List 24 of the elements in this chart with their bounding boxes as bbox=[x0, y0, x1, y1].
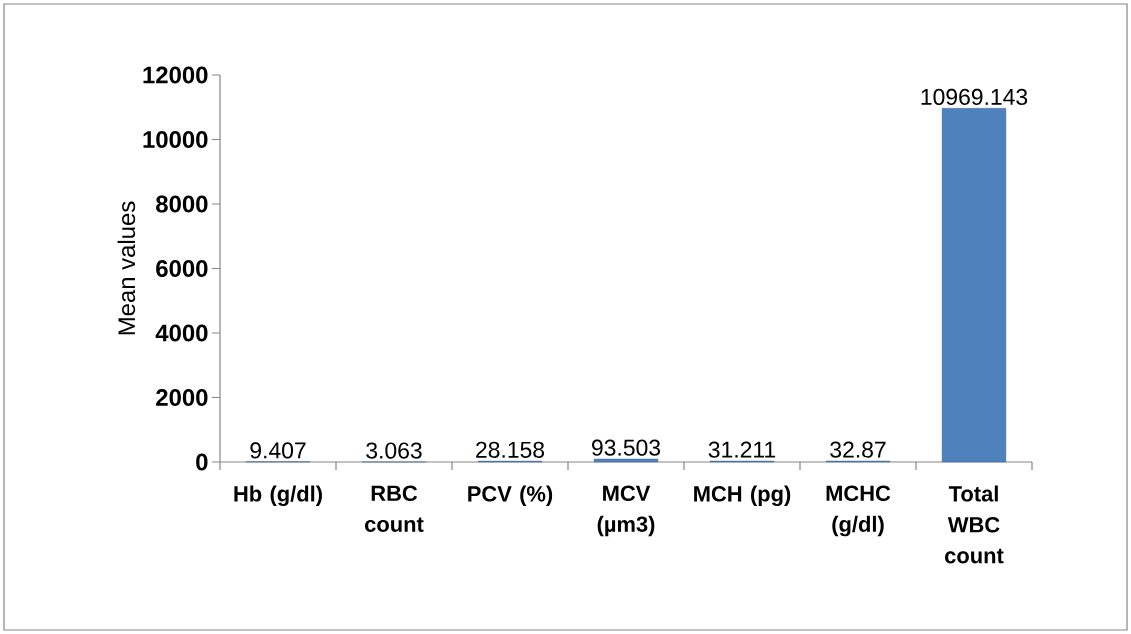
x-tick-label: Hb (g/dl) bbox=[234, 485, 322, 507]
y-tick-label: 4000 bbox=[155, 324, 208, 342]
data-label: 32.87 bbox=[830, 441, 886, 458]
data-label: 28.158 bbox=[476, 441, 545, 458]
data-label: 3.063 bbox=[366, 442, 422, 459]
x-tick-label: Total WBC count bbox=[945, 485, 1004, 564]
y-tick-label: 10000 bbox=[143, 131, 208, 148]
y-tick-label: 0 bbox=[196, 453, 208, 471]
y-tick-label: 12000 bbox=[143, 66, 208, 84]
data-label: 9.407 bbox=[250, 442, 306, 459]
y-tick-label: 6000 bbox=[156, 260, 208, 277]
y-axis-title: Mean values bbox=[117, 201, 136, 335]
x-tick-label: RBC count bbox=[365, 485, 424, 532]
bar bbox=[941, 108, 1007, 463]
x-tick-label: MCV (µm3) bbox=[597, 485, 655, 537]
data-label: 10969.143 bbox=[921, 88, 1028, 106]
y-tick-label: 2000 bbox=[156, 389, 208, 406]
data-label: 31.211 bbox=[708, 441, 776, 458]
x-tick-label: MCHC (g/dl) bbox=[826, 485, 891, 537]
data-label: 93.503 bbox=[592, 439, 661, 456]
bar bbox=[593, 458, 659, 463]
x-tick-label: PCV (%) bbox=[468, 485, 553, 506]
y-tick-label: 8000 bbox=[156, 195, 208, 213]
x-tick-label: MCH (pg) bbox=[694, 485, 791, 507]
